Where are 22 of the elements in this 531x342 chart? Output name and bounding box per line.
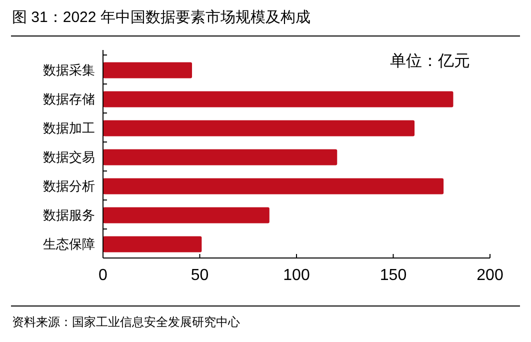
y-tick-label: 数据采集 xyxy=(43,62,95,78)
bar xyxy=(103,91,454,108)
y-tick-label: 数据服务 xyxy=(43,208,95,222)
text: 资料来源：国家工业信息安全发展研究中心 xyxy=(12,315,240,329)
bar xyxy=(103,207,270,224)
y-tick-label: 生态保障 xyxy=(43,236,95,252)
y-tick-label: 数据分析 xyxy=(43,178,95,194)
bar xyxy=(103,236,202,252)
bar xyxy=(103,149,338,166)
annotation: 单位：亿元 xyxy=(390,52,470,70)
bar xyxy=(103,178,444,194)
x-tick-label: 50 xyxy=(190,267,209,284)
x-tick-label: 200 xyxy=(476,267,504,284)
y-tick-label: 数据加工 xyxy=(43,120,95,136)
chart-title: 图 31：2022 年中国数据要素市场规模及构成 xyxy=(12,9,310,26)
bar xyxy=(103,120,415,136)
y-tick-label: 数据交易 xyxy=(43,150,95,164)
x-tick-label: 100 xyxy=(283,267,310,284)
bar xyxy=(103,62,192,78)
y-tick-label: 数据存储 xyxy=(43,92,95,106)
x-tick-label: 150 xyxy=(380,267,407,284)
x-tick-label: 0 xyxy=(98,267,108,284)
